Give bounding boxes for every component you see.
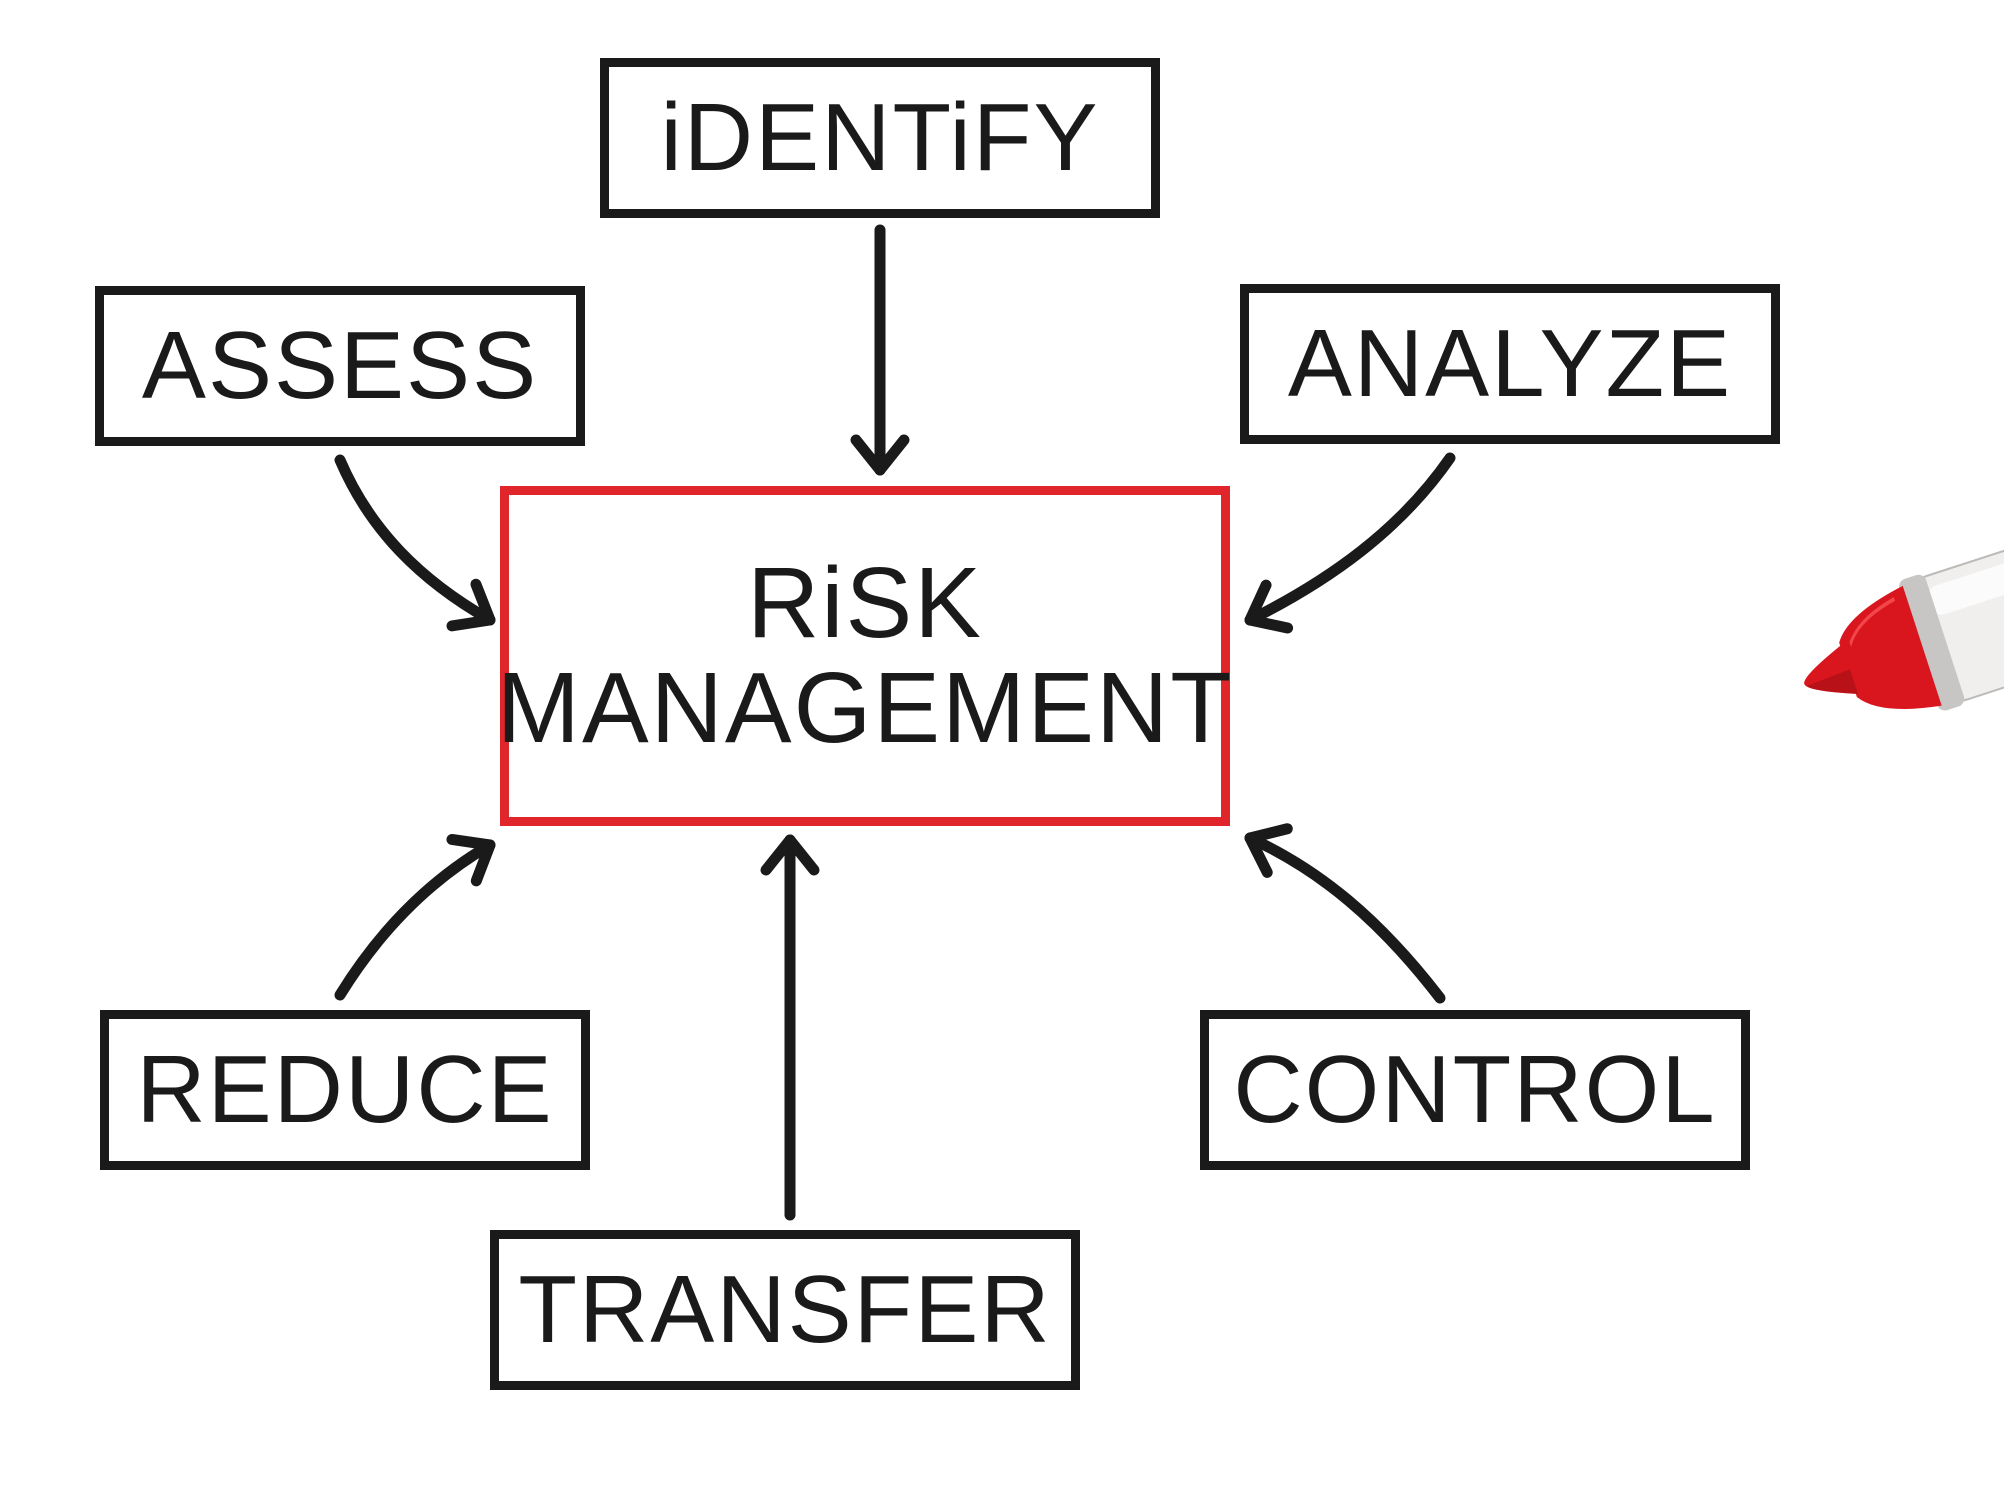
node-assess: ASSESS xyxy=(95,286,585,446)
center-label-line1: RiSK xyxy=(497,551,1234,656)
arrow-reduce xyxy=(340,845,490,995)
arrowhead-assess xyxy=(452,584,502,641)
node-label-analyze: ANALYZE xyxy=(1288,314,1732,415)
arrowhead-identify xyxy=(856,440,904,470)
arrow-analyze xyxy=(1250,458,1450,620)
arrowhead-analyze xyxy=(1239,585,1287,641)
diagram-canvas: RiSK MANAGEMENT iDENTiFY ASSESS ANALYZE RED… xyxy=(0,0,2004,1498)
red-marker-pen-icon xyxy=(1720,382,2004,818)
center-node-risk-management: RiSK MANAGEMENT xyxy=(500,486,1230,826)
arrowhead-control xyxy=(1240,816,1287,872)
center-label-line2: MANAGEMENT xyxy=(497,656,1234,761)
arrowhead-transfer xyxy=(766,840,814,870)
arrow-assess xyxy=(340,460,490,620)
node-analyze: ANALYZE xyxy=(1240,284,1780,444)
node-label-assess: ASSESS xyxy=(142,316,538,417)
node-label-control: CONTROL xyxy=(1233,1040,1716,1141)
node-reduce: REDUCE xyxy=(100,1010,590,1170)
node-label-identify: iDENTiFY xyxy=(660,88,1099,189)
node-label-transfer: TRANSFER xyxy=(518,1260,1051,1361)
node-control: CONTROL xyxy=(1200,1010,1750,1170)
arrow-control xyxy=(1250,838,1440,998)
arrowhead-reduce xyxy=(452,824,502,881)
node-label-reduce: REDUCE xyxy=(136,1040,553,1141)
node-transfer: TRANSFER xyxy=(490,1230,1080,1390)
node-identify: iDENTiFY xyxy=(600,58,1160,218)
